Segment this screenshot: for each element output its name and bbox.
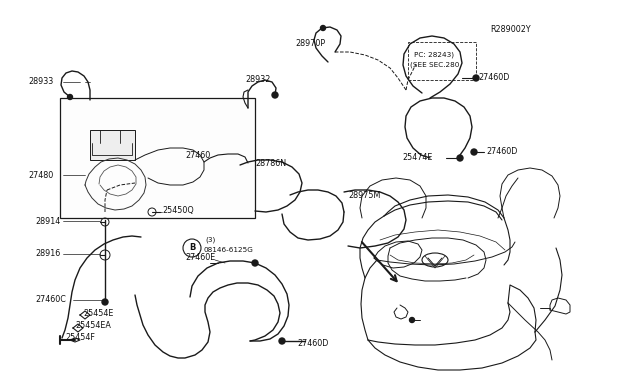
Circle shape <box>252 260 258 266</box>
Text: PC: 28243): PC: 28243) <box>414 52 454 58</box>
Text: 27460C: 27460C <box>35 295 66 305</box>
Text: 25454EA: 25454EA <box>75 321 111 330</box>
Circle shape <box>457 155 463 161</box>
Circle shape <box>321 26 326 31</box>
Text: 28932: 28932 <box>245 76 270 84</box>
Text: 28786N: 28786N <box>255 158 286 167</box>
Text: 28970P: 28970P <box>295 38 325 48</box>
Text: B: B <box>189 244 195 253</box>
Text: 08146-6125G: 08146-6125G <box>203 247 253 253</box>
Circle shape <box>473 75 479 81</box>
Text: 28916: 28916 <box>35 250 60 259</box>
Text: (SEE SEC.280: (SEE SEC.280 <box>410 62 460 68</box>
Circle shape <box>471 149 477 155</box>
Bar <box>90 130 135 160</box>
Text: R289002Y: R289002Y <box>490 26 531 35</box>
Text: (3): (3) <box>205 237 215 243</box>
Text: 25474E: 25474E <box>402 153 433 161</box>
Circle shape <box>279 338 285 344</box>
Text: 27460D: 27460D <box>486 148 517 157</box>
Text: 28914: 28914 <box>35 217 60 225</box>
Text: 27460D: 27460D <box>297 339 328 347</box>
Text: 25454F: 25454F <box>65 334 95 343</box>
Circle shape <box>102 299 108 305</box>
Circle shape <box>67 94 72 99</box>
Text: 28975M: 28975M <box>348 192 380 201</box>
Text: 28933: 28933 <box>28 77 53 87</box>
Text: 25454E: 25454E <box>83 308 113 317</box>
Bar <box>60 98 255 218</box>
Text: 25450Q: 25450Q <box>162 205 194 215</box>
Text: 27460: 27460 <box>185 151 211 160</box>
Circle shape <box>272 92 278 98</box>
Circle shape <box>410 317 415 323</box>
Text: 27480: 27480 <box>28 170 53 180</box>
Bar <box>408 42 476 80</box>
Text: 27460E: 27460E <box>185 253 215 263</box>
Text: 27460D: 27460D <box>478 74 509 83</box>
